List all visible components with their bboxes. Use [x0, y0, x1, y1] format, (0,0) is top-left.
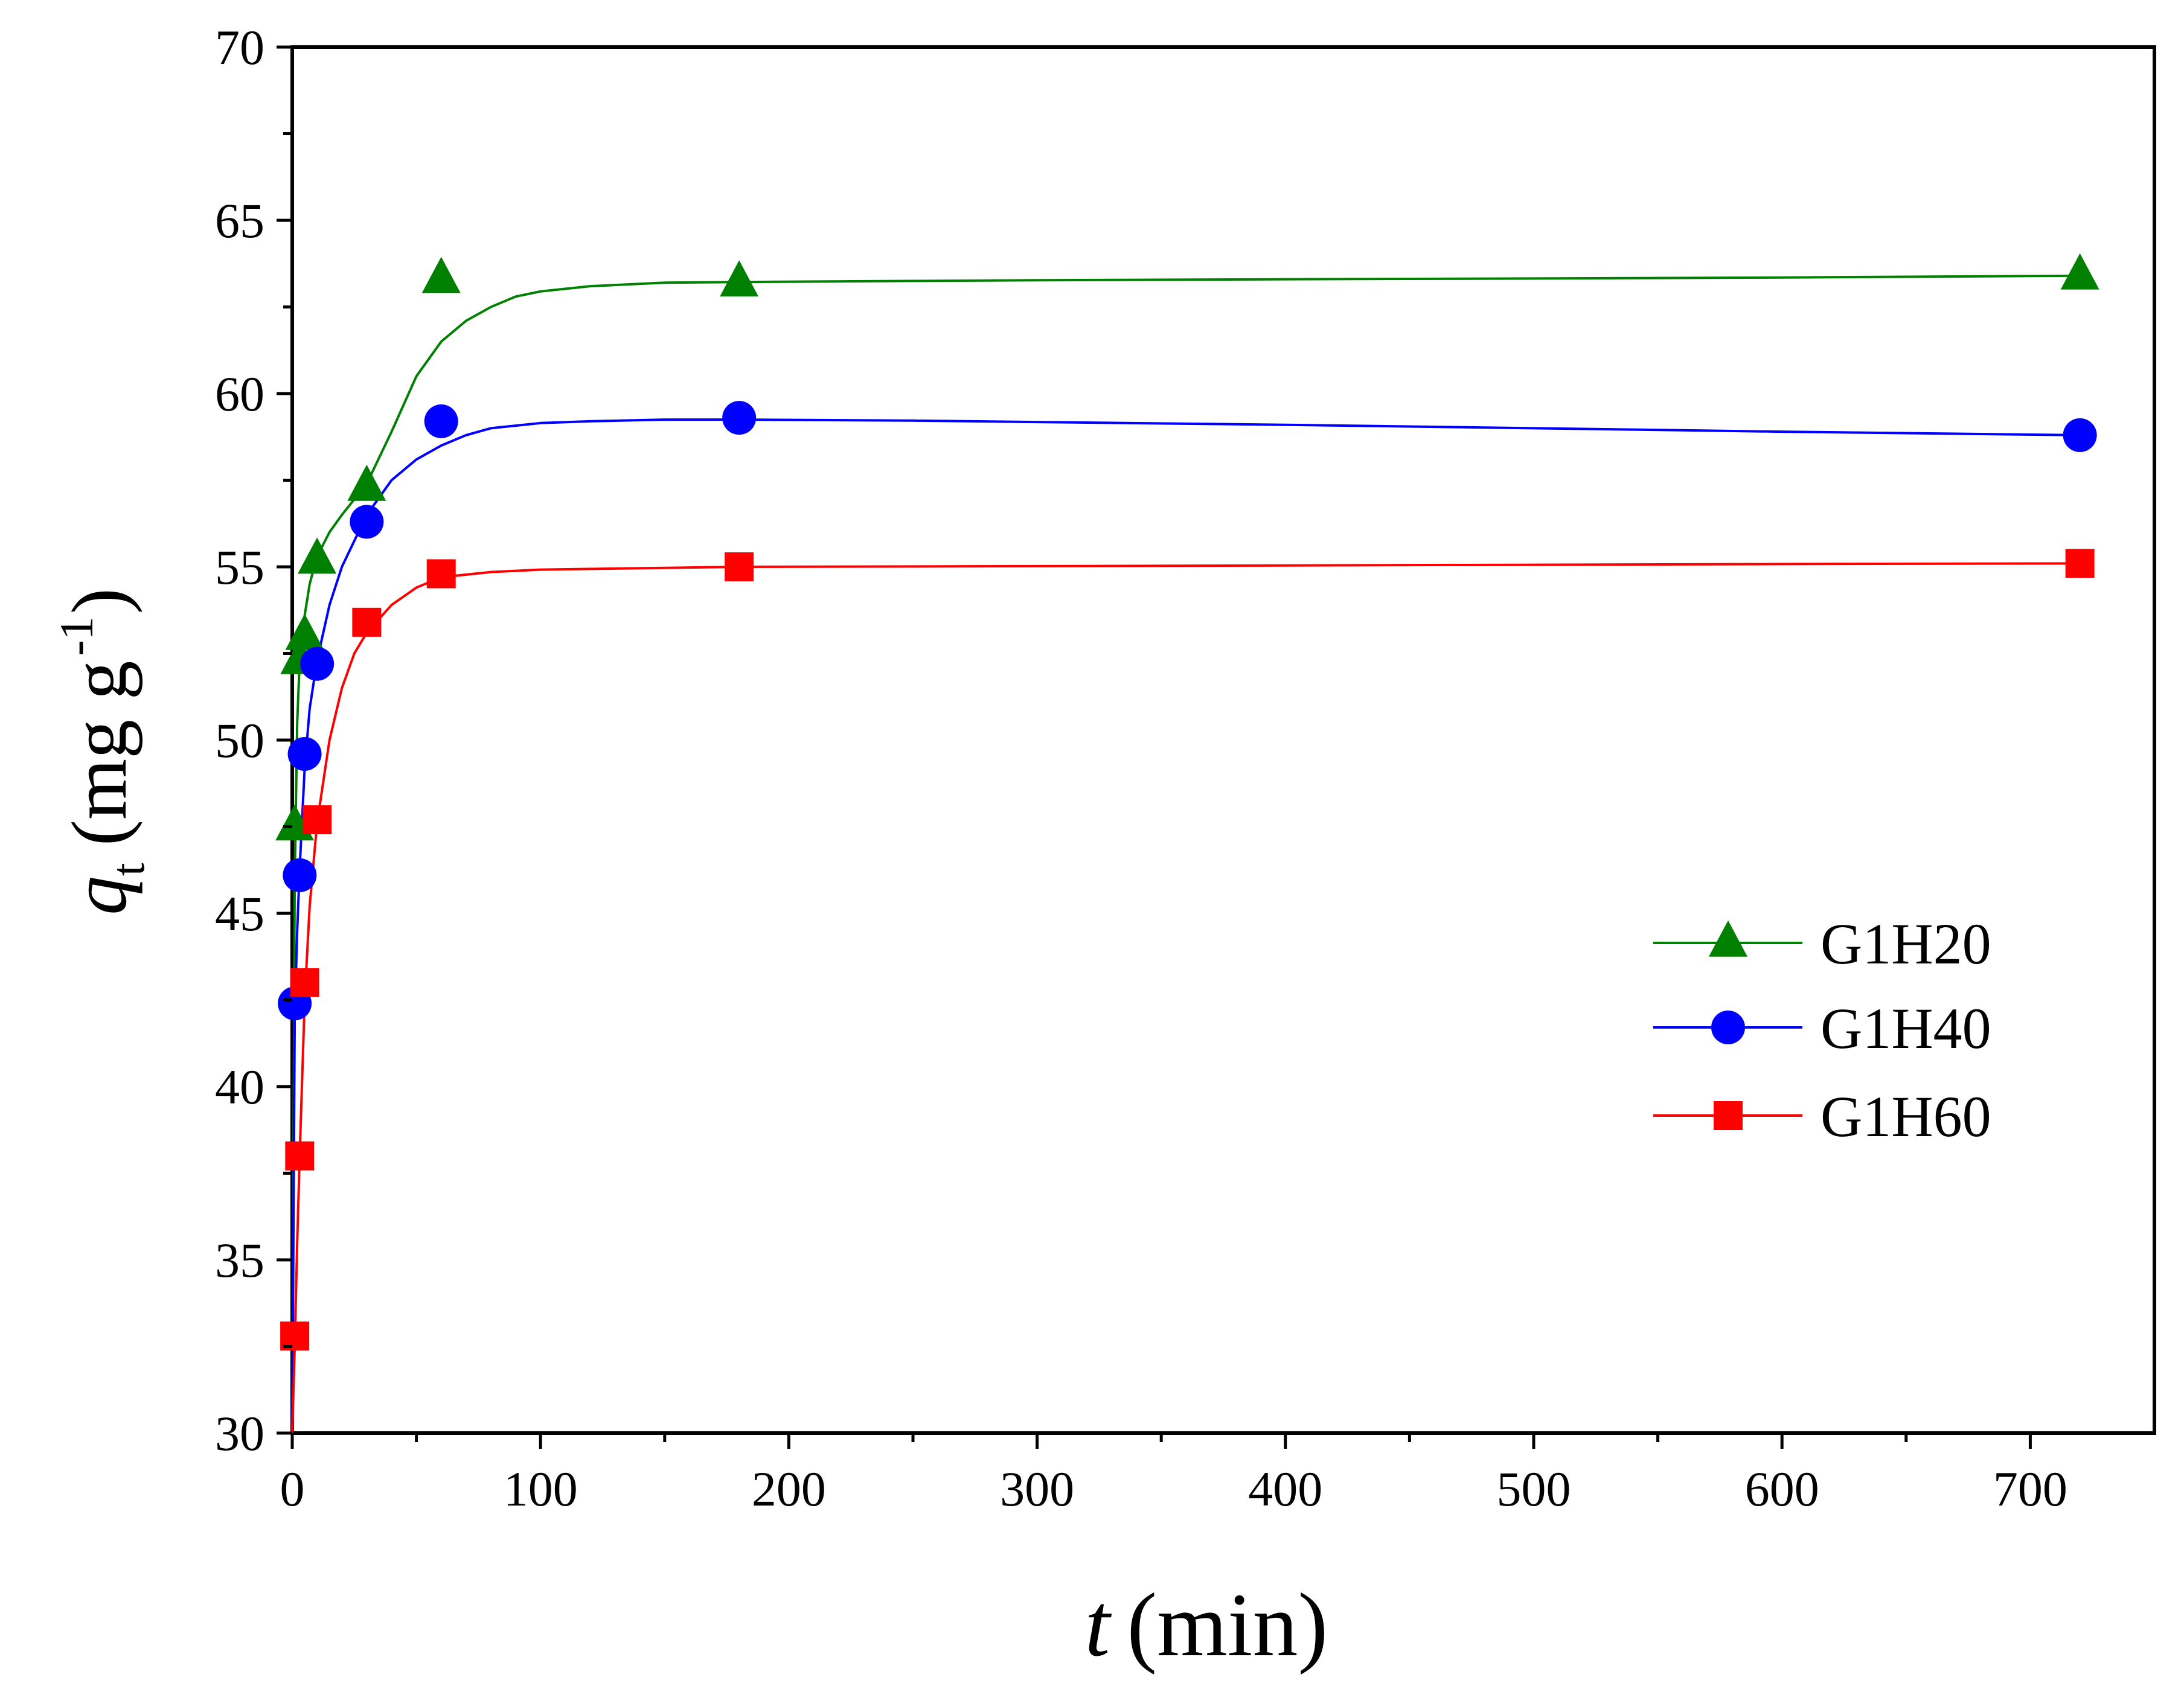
data-point-g1h60 [2065, 549, 2095, 578]
data-point-g1h60 [290, 968, 319, 997]
data-point-g1h20 [2060, 253, 2099, 290]
y-tick-label: 60 [215, 366, 264, 421]
y-tick-label: 65 [215, 193, 264, 248]
y-tick-label: 45 [215, 886, 264, 941]
legend-marker-g1h40 [1711, 1011, 1745, 1044]
x-axis: 0 100 200 300 400 500 600 700 [280, 1433, 2067, 1516]
data-point-g1h20 [347, 464, 386, 501]
fit-line-g1h40 [291, 418, 2080, 1434]
data-point-g1h20 [720, 260, 759, 297]
data-point-g1h40 [2063, 418, 2097, 452]
legend: G1H20 G1H40 G1H60 [1653, 912, 1991, 1149]
data-point-g1h40 [287, 736, 322, 771]
y-tick-label: 30 [215, 1406, 264, 1461]
x-tick-label: 300 [1000, 1461, 1074, 1516]
y-axis-title-group: qt (mg g-1) [50, 588, 154, 915]
x-tick-label: 600 [1745, 1461, 1819, 1516]
data-point-g1h60 [285, 1141, 315, 1170]
y-tick-label: 50 [215, 713, 264, 768]
y-axis-title: qt (mg g-1) [50, 588, 154, 915]
data-point-g1h20 [298, 537, 337, 574]
data-point-g1h60 [725, 552, 754, 581]
x-tick-label: 100 [504, 1461, 578, 1516]
data-markers [275, 253, 2099, 1351]
data-point-g1h20 [285, 613, 324, 650]
y-axis-superscript: -1 [50, 616, 103, 656]
data-point-g1h40 [350, 505, 384, 539]
x-axis-title: t (min) [1085, 1575, 1328, 1675]
x-axis-unit: (min) [1127, 1575, 1328, 1675]
data-point-g1h40 [283, 858, 317, 892]
y-axis: 30 35 40 45 50 55 60 65 70 [215, 20, 292, 1461]
fit-lines [291, 274, 2080, 1434]
data-point-g1h60 [426, 559, 456, 589]
y-axis-subscript: t [101, 863, 154, 876]
x-tick-label: 500 [1497, 1461, 1571, 1516]
x-tick-label: 200 [752, 1461, 826, 1516]
legend-label: G1H20 [1821, 912, 1991, 976]
x-tick-label: 400 [1248, 1461, 1322, 1516]
fit-line-g1h60 [291, 562, 2080, 1434]
x-tick-label: 700 [1993, 1461, 2067, 1516]
plot-frame [290, 45, 2156, 1435]
y-axis-unit-close: ) [56, 588, 143, 614]
data-point-g1h40 [300, 647, 335, 681]
x-axis-variable: t [1085, 1575, 1112, 1675]
data-point-g1h40 [424, 404, 458, 438]
data-point-g1h60 [303, 805, 332, 835]
y-tick-label: 35 [215, 1233, 264, 1288]
plot-frame-rect [290, 45, 2156, 1435]
y-tick-label: 55 [215, 540, 264, 595]
y-tick-label: 70 [215, 20, 264, 75]
y-tick-label: 40 [215, 1059, 264, 1114]
legend-marker-g1h60 [1714, 1101, 1743, 1130]
data-point-g1h60 [352, 607, 382, 637]
legend-marker-g1h20 [1709, 920, 1747, 957]
y-axis-unit: (mg g [56, 660, 143, 846]
legend-label: G1H60 [1821, 1084, 1991, 1149]
y-axis-variable: q [56, 876, 143, 915]
fit-line-g1h20 [291, 274, 2080, 1434]
data-point-g1h40 [722, 401, 757, 435]
legend-label: G1H40 [1821, 996, 1991, 1061]
x-tick-label: 0 [280, 1461, 305, 1516]
data-point-g1h20 [421, 257, 461, 293]
